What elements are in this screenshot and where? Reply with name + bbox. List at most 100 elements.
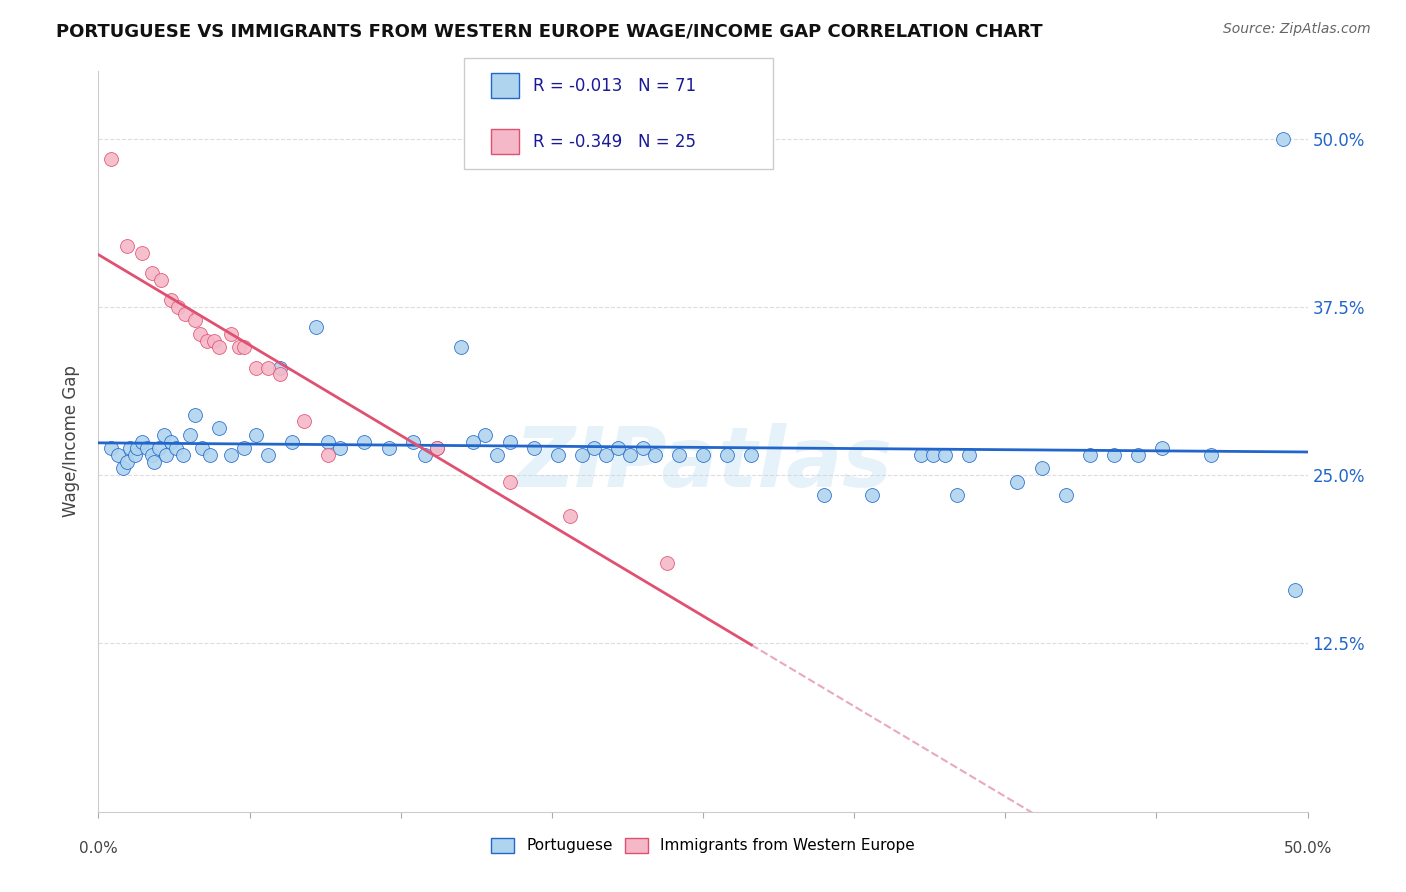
Point: [143, 455, 166, 469]
Point: [498, 475, 520, 489]
Point: [860, 488, 883, 502]
Point: [256, 360, 278, 375]
Point: [644, 448, 666, 462]
Point: [353, 434, 375, 449]
Point: [167, 300, 190, 314]
Point: [498, 434, 520, 449]
Point: [195, 334, 218, 348]
Point: [595, 448, 617, 462]
Point: [486, 448, 509, 462]
Text: R = -0.013   N = 71: R = -0.013 N = 71: [533, 77, 696, 95]
Point: [281, 434, 304, 449]
Point: [631, 442, 654, 456]
Text: ZIPatlas: ZIPatlas: [515, 423, 891, 504]
Point: [523, 442, 546, 456]
Point: [413, 448, 436, 462]
Point: [245, 360, 267, 375]
Point: [1054, 488, 1077, 502]
Point: [198, 448, 221, 462]
Point: [305, 320, 328, 334]
Point: [377, 442, 399, 456]
Y-axis label: Wage/Income Gap: Wage/Income Gap: [62, 366, 80, 517]
Point: [1031, 461, 1053, 475]
Point: [117, 455, 139, 469]
Point: [292, 414, 315, 428]
Point: [813, 488, 835, 502]
Point: [316, 434, 339, 449]
Point: [1007, 475, 1029, 489]
Point: [450, 340, 472, 354]
Point: [124, 448, 146, 462]
Point: [135, 442, 157, 456]
Point: [547, 448, 569, 462]
Point: [221, 448, 243, 462]
Point: [463, 434, 485, 449]
Point: [426, 442, 449, 456]
Point: [1284, 582, 1306, 597]
Point: [583, 442, 606, 456]
Point: [100, 152, 122, 166]
Point: [558, 508, 581, 523]
Point: [716, 448, 738, 462]
Point: [174, 307, 197, 321]
Point: [1272, 131, 1295, 145]
Point: [245, 427, 267, 442]
Point: [208, 340, 231, 354]
Point: [740, 448, 762, 462]
Point: [571, 448, 593, 462]
Point: [141, 266, 163, 280]
Point: [191, 442, 214, 456]
Point: [1128, 448, 1150, 462]
Point: [188, 326, 211, 341]
Point: [910, 448, 932, 462]
Point: [316, 448, 339, 462]
Point: [172, 448, 194, 462]
Point: [221, 326, 243, 341]
Point: [232, 340, 254, 354]
Text: R = -0.349   N = 25: R = -0.349 N = 25: [533, 133, 696, 151]
Point: [1078, 448, 1101, 462]
Point: [204, 334, 226, 348]
Point: [426, 442, 449, 456]
Text: 0.0%: 0.0%: [79, 841, 118, 856]
Point: [127, 442, 149, 456]
Point: [256, 448, 278, 462]
Point: [1152, 442, 1174, 456]
Point: [1102, 448, 1125, 462]
Point: [118, 442, 141, 456]
Point: [131, 434, 153, 449]
Text: PORTUGUESE VS IMMIGRANTS FROM WESTERN EUROPE WAGE/INCOME GAP CORRELATION CHART: PORTUGUESE VS IMMIGRANTS FROM WESTERN EU…: [56, 22, 1043, 40]
Point: [668, 448, 690, 462]
Point: [957, 448, 980, 462]
Point: [160, 293, 183, 308]
Point: [150, 273, 173, 287]
Point: [107, 448, 129, 462]
Point: [474, 427, 496, 442]
Point: [921, 448, 943, 462]
Point: [100, 442, 122, 456]
Point: [148, 442, 170, 456]
Point: [269, 368, 291, 382]
Point: [152, 427, 174, 442]
Point: [232, 442, 254, 456]
Point: [692, 448, 714, 462]
Point: [184, 408, 207, 422]
Point: [619, 448, 641, 462]
Point: [402, 434, 425, 449]
Point: [155, 448, 177, 462]
Legend: Portuguese, Immigrants from Western Europe: Portuguese, Immigrants from Western Euro…: [485, 831, 921, 860]
Point: [165, 442, 187, 456]
Point: [131, 246, 153, 260]
Text: 50.0%: 50.0%: [1284, 841, 1331, 856]
Point: [607, 442, 630, 456]
Point: [946, 488, 969, 502]
Point: [111, 461, 134, 475]
Point: [329, 442, 352, 456]
Point: [1199, 448, 1222, 462]
Point: [117, 239, 139, 253]
Point: [160, 434, 183, 449]
Point: [141, 448, 163, 462]
Point: [269, 360, 291, 375]
Text: Source: ZipAtlas.com: Source: ZipAtlas.com: [1223, 22, 1371, 37]
Point: [228, 340, 250, 354]
